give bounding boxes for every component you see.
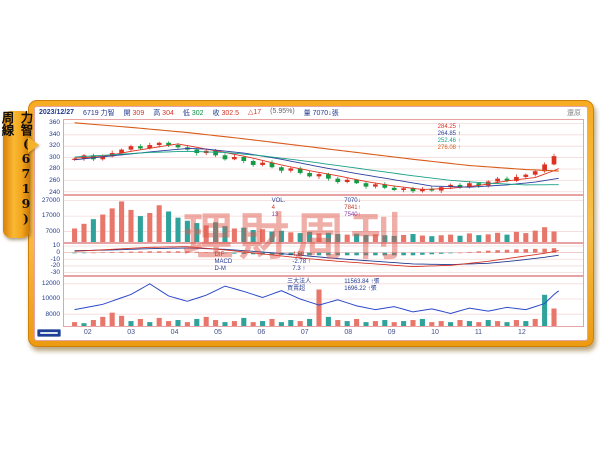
quote-field: △17 (247, 108, 262, 116)
month-label: 04 (170, 329, 179, 337)
legend-item: D-M (214, 266, 226, 273)
macd-panel: DIF MACD D-M 4.59 ↑ -2.78 ↑ 7.3 ↑ 10 0 -10 -20-… (35, 242, 587, 277)
legend-item: 4 (271, 204, 275, 211)
month-label: 12 (517, 329, 526, 337)
quote-field: (5.95%) (270, 107, 295, 115)
legend-item: 7841↑ (344, 204, 361, 211)
volume-legend-labels: VOL. 4 13 (272, 198, 286, 219)
legend-item: 276.08 ↑ (437, 144, 461, 151)
month-label: 11 (474, 329, 483, 337)
macd-legend-values: 4.59 ↑ -2.78 ↑ 7.3 ↑ (292, 252, 310, 273)
y-axis-label: 240 (49, 188, 60, 196)
side-ribbon-tab: 力智(6719)周線 (0, 111, 39, 238)
stock-chart: 2023/12/27 6719 力智 開 309 高 304 低 302 收 302.… (34, 106, 588, 341)
legend-item: 三大法人 (287, 278, 312, 285)
y-axis-label: 10 (52, 242, 60, 250)
quote-field: 低 302 (182, 109, 204, 117)
volume-legend-values: 7070↓ 7841↑ 7540↑ (344, 198, 360, 219)
quote-field: 高 304 (153, 109, 174, 117)
y-axis-label: 10000 (41, 295, 60, 303)
y-axis-label: 300 (49, 153, 60, 161)
legend-item: 7070↓ (344, 197, 361, 204)
y-axis-label: 280 (49, 165, 60, 173)
y-axis-label: 27000 (41, 196, 60, 204)
y-axis-label: 320 (49, 142, 60, 150)
legend-item: 252.46 ↑ (437, 137, 461, 144)
legend-item: DIF (214, 252, 225, 259)
y-axis-label: 8000 (45, 310, 60, 318)
y-axis-label: 340 (49, 130, 60, 138)
legend-item: MACD (214, 259, 233, 266)
quote-field: 開 309 (123, 109, 145, 117)
legend-item: 11563.84 ↑張 (344, 278, 380, 285)
ribbon-pointer-icon (28, 137, 39, 153)
source-logo-badge (37, 329, 61, 338)
institutional-legend-labels: 三大法人 買賣超 (287, 279, 311, 293)
quote-fields: 開 309 高 304 低 302 收 302.5 △17 (5.95%) 量 7070↓張 (124, 108, 339, 118)
legend-item: 7540↑ (344, 211, 361, 218)
y-axis-label: -10 (50, 255, 60, 263)
ribbon-title: 力智(6719)周線 (0, 111, 34, 226)
legend-item: 買賣超 (287, 285, 306, 292)
y-axis-label: 0 (56, 248, 60, 256)
price-panel: 284.25 ↑ 264.85 ↑ 252.46 ↑ 276.08 ↑ 360 340 3… (35, 118, 587, 196)
month-label: 09 (387, 329, 396, 337)
volume-plot (64, 200, 583, 243)
legend-item: -2.78 ↑ (292, 259, 311, 266)
chart-mode-label: 還原 (567, 109, 581, 117)
month-label: 02 (83, 329, 92, 337)
quote-symbol: 6719 力智 (83, 109, 115, 117)
legend-item: 264.85 ↑ (437, 130, 461, 137)
ma-legend: 284.25 ↑ 264.85 ↑ 252.46 ↑ 276.08 ↑ (438, 124, 461, 152)
institutional-legend-values: 11563.84 ↑張 1696.22 ↑張 (344, 279, 379, 293)
legend-item: VOL. (271, 197, 286, 204)
month-label: 03 (127, 329, 136, 337)
chart-card: 2023/12/27 6719 力智 開 309 高 304 低 302 收 302.… (28, 100, 594, 347)
macd-legend-labels: DIF MACD D-M (215, 252, 233, 273)
quote-date: 2023/12/27 (39, 109, 75, 117)
y-axis-label: -20 (50, 262, 60, 270)
legend-item: 1696.22 ↑張 (344, 285, 377, 292)
legend-item: 7.3 ↑ (292, 266, 306, 273)
price-plot (64, 122, 583, 193)
y-axis-label: 12000 (41, 279, 60, 287)
volume-panel: VOL. 4 13 7070↓ 7841↑ 7540↑ 27000 17000 7000 (35, 194, 587, 244)
y-axis-label: -30 (50, 269, 60, 277)
month-axis: 02 03 04 05 06 07 08 09 10 11 12 (37, 327, 584, 340)
legend-item: 13 (271, 211, 279, 218)
legend-item: 284.25 ↑ (437, 123, 461, 130)
y-axis-label: 260 (49, 176, 60, 184)
month-label: 06 (257, 329, 266, 337)
quote-field: 收 302.5 (212, 109, 239, 117)
quote-header: 2023/12/27 6719 力智 開 309 高 304 低 302 收 302.… (35, 107, 587, 119)
legend-item: 4.59 ↑ (292, 252, 309, 259)
month-label: 10 (431, 329, 439, 337)
y-axis-label: 360 (49, 119, 60, 127)
y-axis-label: 7000 (45, 227, 60, 235)
month-label: 07 (300, 329, 309, 337)
macd-plot (64, 245, 583, 274)
institutional-plot (64, 283, 583, 327)
quote-field: 量 7070↓張 (303, 109, 339, 117)
month-label: 05 (214, 329, 222, 337)
y-axis-label: 17000 (41, 212, 60, 220)
month-label: 08 (344, 329, 353, 337)
institutional-panel: 三大法人 買賣超 11563.84 ↑張 1696.22 ↑張 12000 10000… (35, 275, 587, 328)
